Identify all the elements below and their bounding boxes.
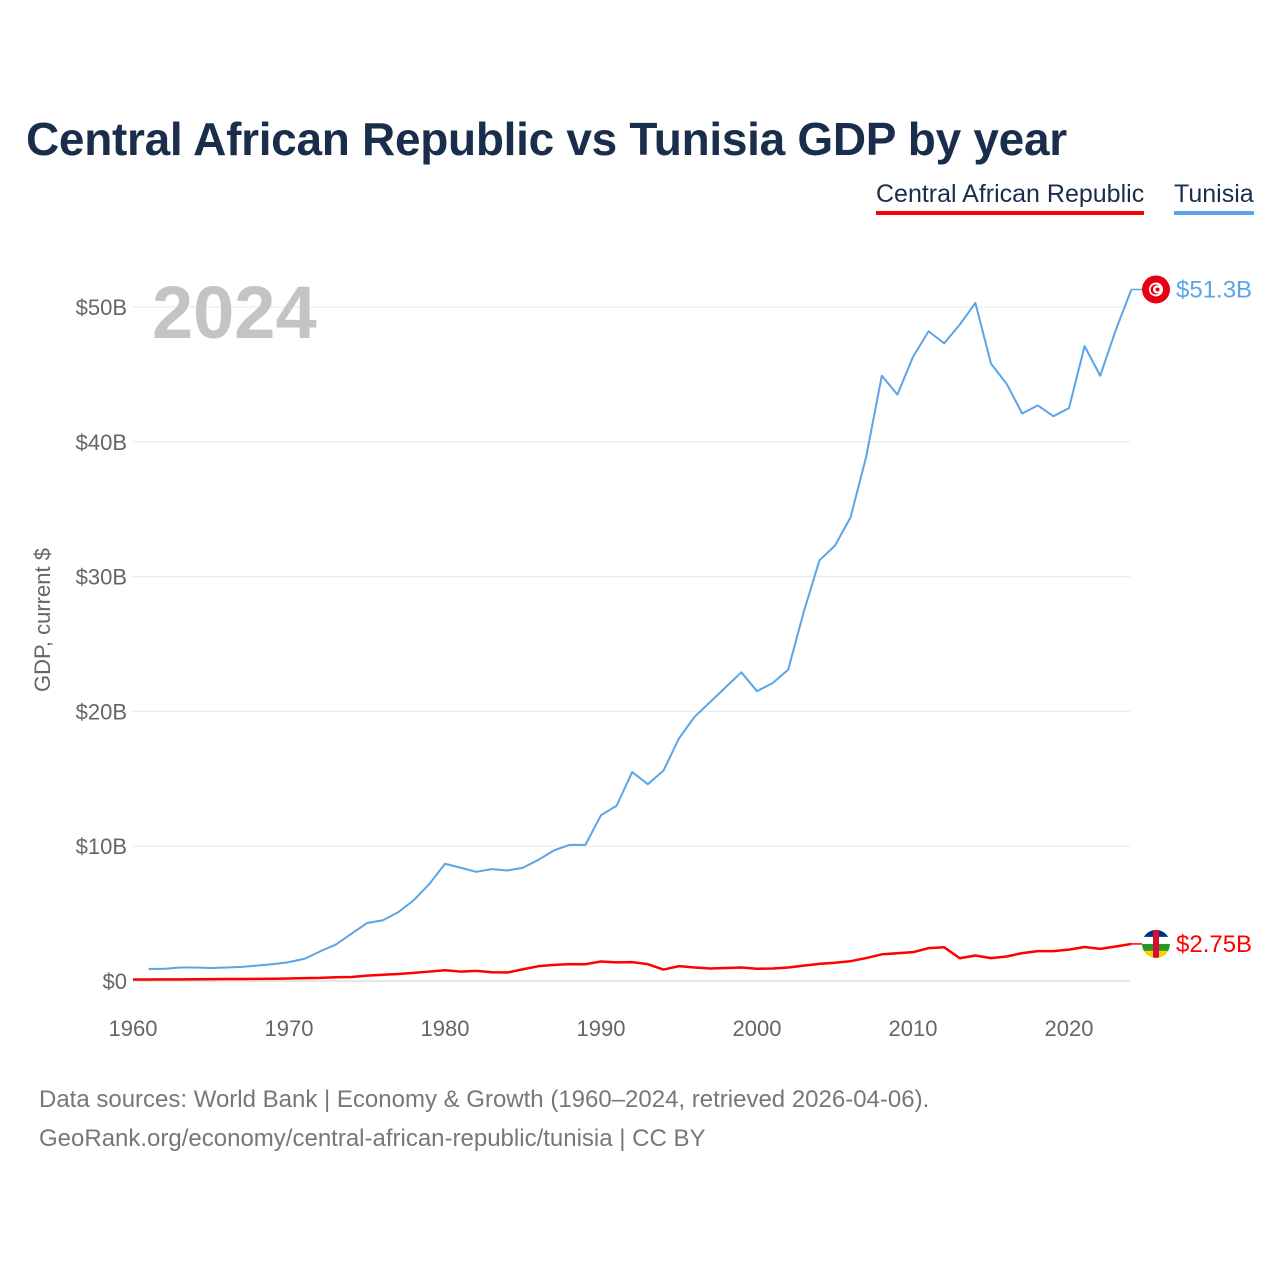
series-line-tunisia [148, 289, 1133, 970]
y-tick-label: $10B [76, 834, 127, 859]
x-tick-label: 2020 [1045, 1016, 1094, 1041]
legend-central-african-republic[interactable]: Central African Republic [876, 180, 1145, 215]
x-tick-label: 1970 [265, 1016, 314, 1041]
y-tick-label: $0 [103, 969, 127, 994]
x-tick-label: 1990 [577, 1016, 626, 1041]
legend-tunisia[interactable]: Tunisia [1174, 180, 1254, 215]
y-axis-label: GDP, current $ [30, 548, 55, 692]
footer-sources: Data sources: World Bank | Economy & Gro… [39, 1086, 930, 1113]
x-tick-label: 2000 [733, 1016, 782, 1041]
y-tick-label: $40B [76, 430, 127, 455]
y-tick-label: $50B [76, 295, 127, 320]
series-line-central-african-republic [133, 942, 1132, 981]
footer-url: GeoRank.org/economy/central-african-repu… [39, 1125, 706, 1152]
end-value-label: $2.75B [1176, 931, 1252, 958]
y-tick-label: $30B [76, 565, 127, 590]
end-value-label: $51.3B [1176, 276, 1252, 303]
tunisia-flag-icon [1142, 275, 1170, 304]
x-tick-label: 1960 [109, 1016, 158, 1041]
y-tick-label: $20B [76, 699, 127, 724]
central-african-republic-flag-icon [1142, 929, 1170, 958]
x-tick-label: 2010 [889, 1016, 938, 1041]
x-tick-label: 1980 [421, 1016, 470, 1041]
year-overlay: 2024 [152, 271, 317, 354]
chart-title: Central African Republic vs Tunisia GDP … [26, 113, 1067, 165]
